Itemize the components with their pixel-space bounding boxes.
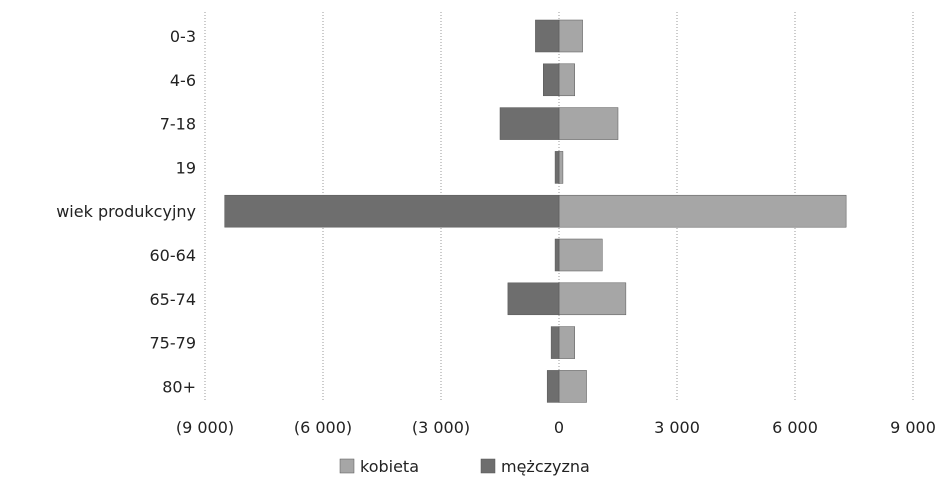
category-labels: 0-3 4-6 7-18 19 wiek produkcyjny 60-64 65-74 75… (56, 27, 196, 396)
legend-label: kobieta (360, 457, 419, 476)
bar-kobieta-6 (558, 282, 627, 316)
bar-mezczyzna-0 (535, 19, 560, 53)
bar-kobieta-5 (558, 238, 603, 272)
category-label: 60-64 (150, 246, 197, 265)
category-label: 4-6 (170, 71, 196, 90)
bar-kobieta-2 (558, 107, 619, 140)
bar-kobieta-8 (558, 370, 587, 403)
category-label: 19 (176, 158, 196, 177)
bar-mezczyzna-8 (546, 370, 560, 403)
legend-label: mężczyzna (501, 457, 590, 476)
category-label: wiek produkcyjny (56, 202, 196, 221)
bar-kobieta-7 (558, 326, 575, 359)
category-label: 0-3 (170, 27, 196, 46)
bar-mezczyzna-2 (499, 107, 560, 140)
x-tick-labels: (9 000) (6 000) (3 000) 0 3 000 6 000 9 000 (176, 418, 936, 437)
bar-mezczyzna-4 (224, 194, 560, 228)
bar-mezczyzna-1 (543, 63, 560, 97)
legend-swatch (339, 458, 355, 474)
x-tick-label: 6 000 (772, 418, 818, 437)
bar-kobieta-3 (558, 151, 564, 184)
x-tick-label: 3 000 (654, 418, 700, 437)
x-tick-label: 9 000 (890, 418, 936, 437)
bar-mezczyzna-5 (554, 238, 560, 272)
bar-kobieta-4 (558, 194, 847, 228)
bar-mezczyzna-7 (550, 326, 560, 359)
bar-mezczyzna-6 (507, 282, 560, 316)
bar-mezczyzna-3 (554, 151, 560, 184)
category-label: 65-74 (150, 290, 197, 309)
bars (224, 19, 847, 403)
category-label: 7-18 (160, 115, 196, 134)
legend: kobieta mężczyzna (339, 457, 590, 476)
bar-kobieta-0 (558, 19, 583, 53)
x-tick-label: 0 (554, 418, 564, 437)
bar-kobieta-1 (558, 63, 575, 97)
x-tick-label: (3 000) (412, 418, 470, 437)
legend-swatch (480, 458, 496, 474)
x-tick-label: (6 000) (294, 418, 352, 437)
category-label: 80+ (162, 377, 196, 396)
category-label: 75-79 (150, 334, 197, 353)
x-tick-label: (9 000) (176, 418, 234, 437)
